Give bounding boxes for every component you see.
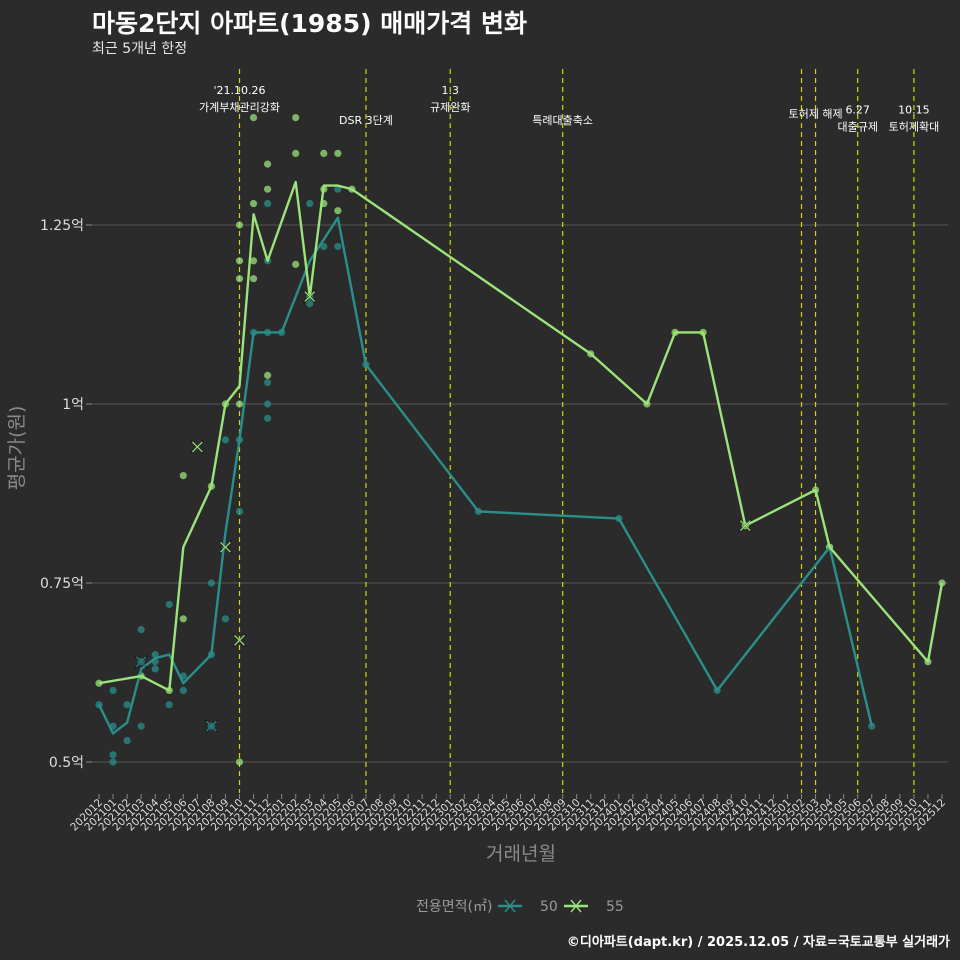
data-point-50 [109,751,117,759]
event-label: 가계부채관리강화 [199,101,280,114]
series-line-55 [98,180,944,692]
x-axis-ticks: 2020122021012021022021032021042021052021… [68,794,948,833]
data-point-55 [320,149,328,157]
event-date-label: 6.27 [845,104,870,117]
data-point-50 [109,686,117,695]
event-date-label: 1.3 [442,84,460,97]
event-date-label: '21.10.26 [213,84,265,97]
data-point-55 [249,257,258,265]
chart-subtitle: 최근 5개년 한정 [92,41,188,57]
chart-title: 마동2단지 아파트(1985) 매매가격 변화 [92,9,527,38]
series-line-50 [97,216,873,735]
data-point-50 [306,300,314,308]
data-point-55 [235,257,244,265]
y-tick-label: 0.5억 [49,755,84,771]
data-point-50 [165,600,173,609]
cancelled-marker-55 [218,540,233,554]
data-point-50 [334,185,342,193]
data-points [95,114,946,766]
legend: 전용면적(㎡) 50 55 [416,899,624,915]
data-point-50 [179,686,187,695]
data-point-50 [207,579,215,587]
y-axis-title: 평균가(원) [6,406,28,491]
data-point-55 [179,472,187,480]
data-point-50 [264,199,272,208]
event-date-label: 10.15 [898,104,930,117]
y-axis-ticks: 0.5억 0.75억 1억 1.25억 [40,218,92,771]
series-lines [97,180,944,735]
data-point-50 [264,400,272,408]
event-label: 토허제확대 [889,121,940,134]
data-point-50 [137,722,145,730]
y-tick-label: 1억 [62,397,84,413]
legend-label: 50 [540,899,558,915]
data-point-50 [221,436,230,444]
cancelled-markers [134,290,752,733]
event-label: 토허제 해제 [788,107,842,121]
data-point-55 [264,371,272,379]
data-point-55 [264,160,272,168]
legend-title: 전용면적(㎡) [416,899,492,915]
legend-label: 55 [606,899,624,915]
cancelled-marker-50 [204,719,218,733]
data-point-55 [334,149,342,157]
cancelled-marker-55 [232,633,247,647]
data-point-55 [334,207,342,215]
data-point-55 [179,615,187,623]
y-tick-label: 0.75억 [40,576,84,592]
event-label: 특례대출축소 [532,114,593,127]
data-point-50 [221,615,230,623]
data-point-55 [235,221,244,229]
data-point-50 [264,414,272,422]
data-point-50 [306,199,314,208]
data-point-50 [235,507,244,515]
data-point-50 [123,736,131,745]
data-point-50 [165,701,173,709]
data-point-55 [249,199,258,208]
data-point-55 [95,679,103,687]
legend-item-55: 55 [564,899,624,915]
data-point-50 [137,625,145,634]
data-point-50 [334,242,342,251]
data-point-55 [235,758,244,766]
event-label: 규제완화 [430,101,470,114]
data-point-50 [109,758,117,766]
footer-credit: ©디아파트(dapt.kr) / 2025.12.05 / 자료=국토교통부 실… [566,935,950,950]
y-tick-label: 1.25억 [40,218,84,234]
data-point-55 [235,275,244,283]
data-point-55 [292,149,300,157]
event-label: 대출규제 [837,121,877,134]
data-point-55 [292,114,300,122]
x-axis-title: 거래년월 [486,843,556,865]
data-point-55 [292,260,300,268]
cancelled-marker-55 [738,519,752,533]
data-point-55 [264,185,272,193]
event-label: DSR 3단계 [339,114,393,127]
data-point-55 [235,400,244,408]
data-point-50 [123,701,131,709]
gridlines [92,224,948,763]
data-point-55 [249,275,258,283]
cancelled-marker-50 [134,655,148,669]
data-point-50 [151,651,159,659]
cancelled-marker-55 [190,440,204,454]
legend-item-50: 50 [498,899,558,915]
data-point-50 [264,378,272,387]
data-point-50 [151,665,159,673]
data-point-50 [320,242,328,251]
cancelled-marker-55 [303,290,317,304]
data-point-55 [249,114,258,122]
